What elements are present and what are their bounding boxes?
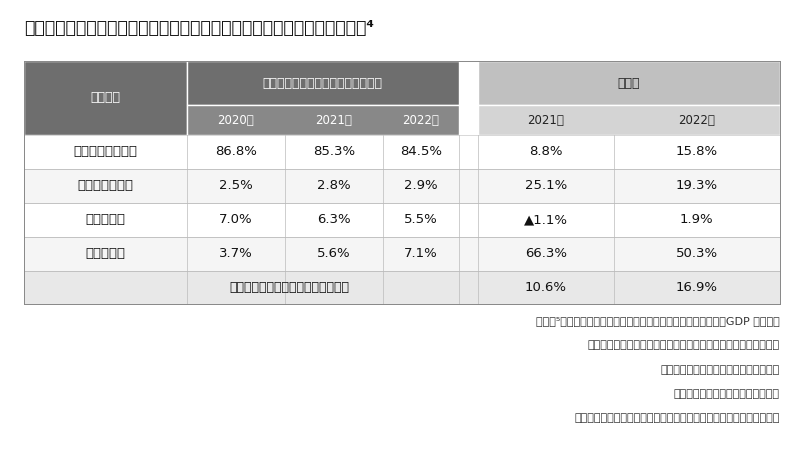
Text: 2021年: 2021年 [315, 114, 352, 126]
Text: 8.8%: 8.8% [529, 145, 562, 158]
Text: 86.8%: 86.8% [214, 145, 257, 158]
Text: 6.3%: 6.3% [317, 213, 350, 226]
Text: 決済手段: 決済手段 [90, 91, 120, 104]
Text: 66.3%: 66.3% [525, 247, 566, 260]
Text: キャッシュレス全体額に占める割合: キャッシュレス全体額に占める割合 [262, 77, 382, 89]
Text: 電子マネー：日本銀行「決済動向」: 電子マネー：日本銀行「決済動向」 [674, 389, 780, 399]
Text: コード決済: コード決済 [86, 247, 126, 260]
Text: 16.9%: 16.9% [676, 281, 718, 294]
Text: 3.7%: 3.7% [219, 247, 253, 260]
Text: 2022年: 2022年 [402, 114, 439, 126]
Text: 1.9%: 1.9% [680, 213, 714, 226]
Text: 25.1%: 25.1% [525, 179, 566, 192]
Text: 2.5%: 2.5% [219, 179, 253, 192]
Text: 5.6%: 5.6% [317, 247, 350, 260]
Text: ▲1.1%: ▲1.1% [524, 213, 568, 226]
Text: 19.3%: 19.3% [676, 179, 718, 192]
Text: 7.1%: 7.1% [404, 247, 438, 260]
Text: キャッシュレス全体の金額の増減率: キャッシュレス全体の金額の増減率 [230, 281, 350, 294]
Text: 2.8%: 2.8% [317, 179, 350, 192]
Text: 増減率: 増減率 [618, 77, 640, 89]
Text: （出典⁵）民間最終消費支出（名目）：内閣府「国民経済計算（GDP 統計）」: （出典⁵）民間最終消費支出（名目）：内閣府「国民経済計算（GDP 統計）」 [536, 316, 780, 326]
Text: 10.6%: 10.6% [525, 281, 566, 294]
Text: デビットカード: デビットカード [78, 179, 134, 192]
Text: クレジットカード: クレジットカード [74, 145, 138, 158]
Text: 電子マネー: 電子マネー [86, 213, 126, 226]
Text: 50.3%: 50.3% [676, 247, 718, 260]
Text: 2021年: 2021年 [527, 114, 564, 126]
Text: 2.9%: 2.9% [404, 179, 438, 192]
Text: 15.8%: 15.8% [676, 145, 718, 158]
Text: 85.3%: 85.3% [313, 145, 355, 158]
Text: コード決済：キャッシュレス推進協議会「コード決済利用動向調査」: コード決済：キャッシュレス推進協議会「コード決済利用動向調査」 [574, 413, 780, 423]
Text: クレジットカード：日本クレジット協会「クレジット関連統計」: クレジットカード：日本クレジット協会「クレジット関連統計」 [588, 340, 780, 350]
Text: 図表２　キャッシュレス決済手段別のキャッシュレス全体額に占める割合⁴: 図表２ キャッシュレス決済手段別のキャッシュレス全体額に占める割合⁴ [24, 19, 374, 37]
Text: 2020年: 2020年 [218, 114, 254, 126]
Text: 2022年: 2022年 [678, 114, 715, 126]
Text: 7.0%: 7.0% [219, 213, 253, 226]
Text: 5.5%: 5.5% [404, 213, 438, 226]
Text: デビットカード：日本銀行「決済動向」: デビットカード：日本銀行「決済動向」 [661, 365, 780, 374]
Text: 84.5%: 84.5% [400, 145, 442, 158]
